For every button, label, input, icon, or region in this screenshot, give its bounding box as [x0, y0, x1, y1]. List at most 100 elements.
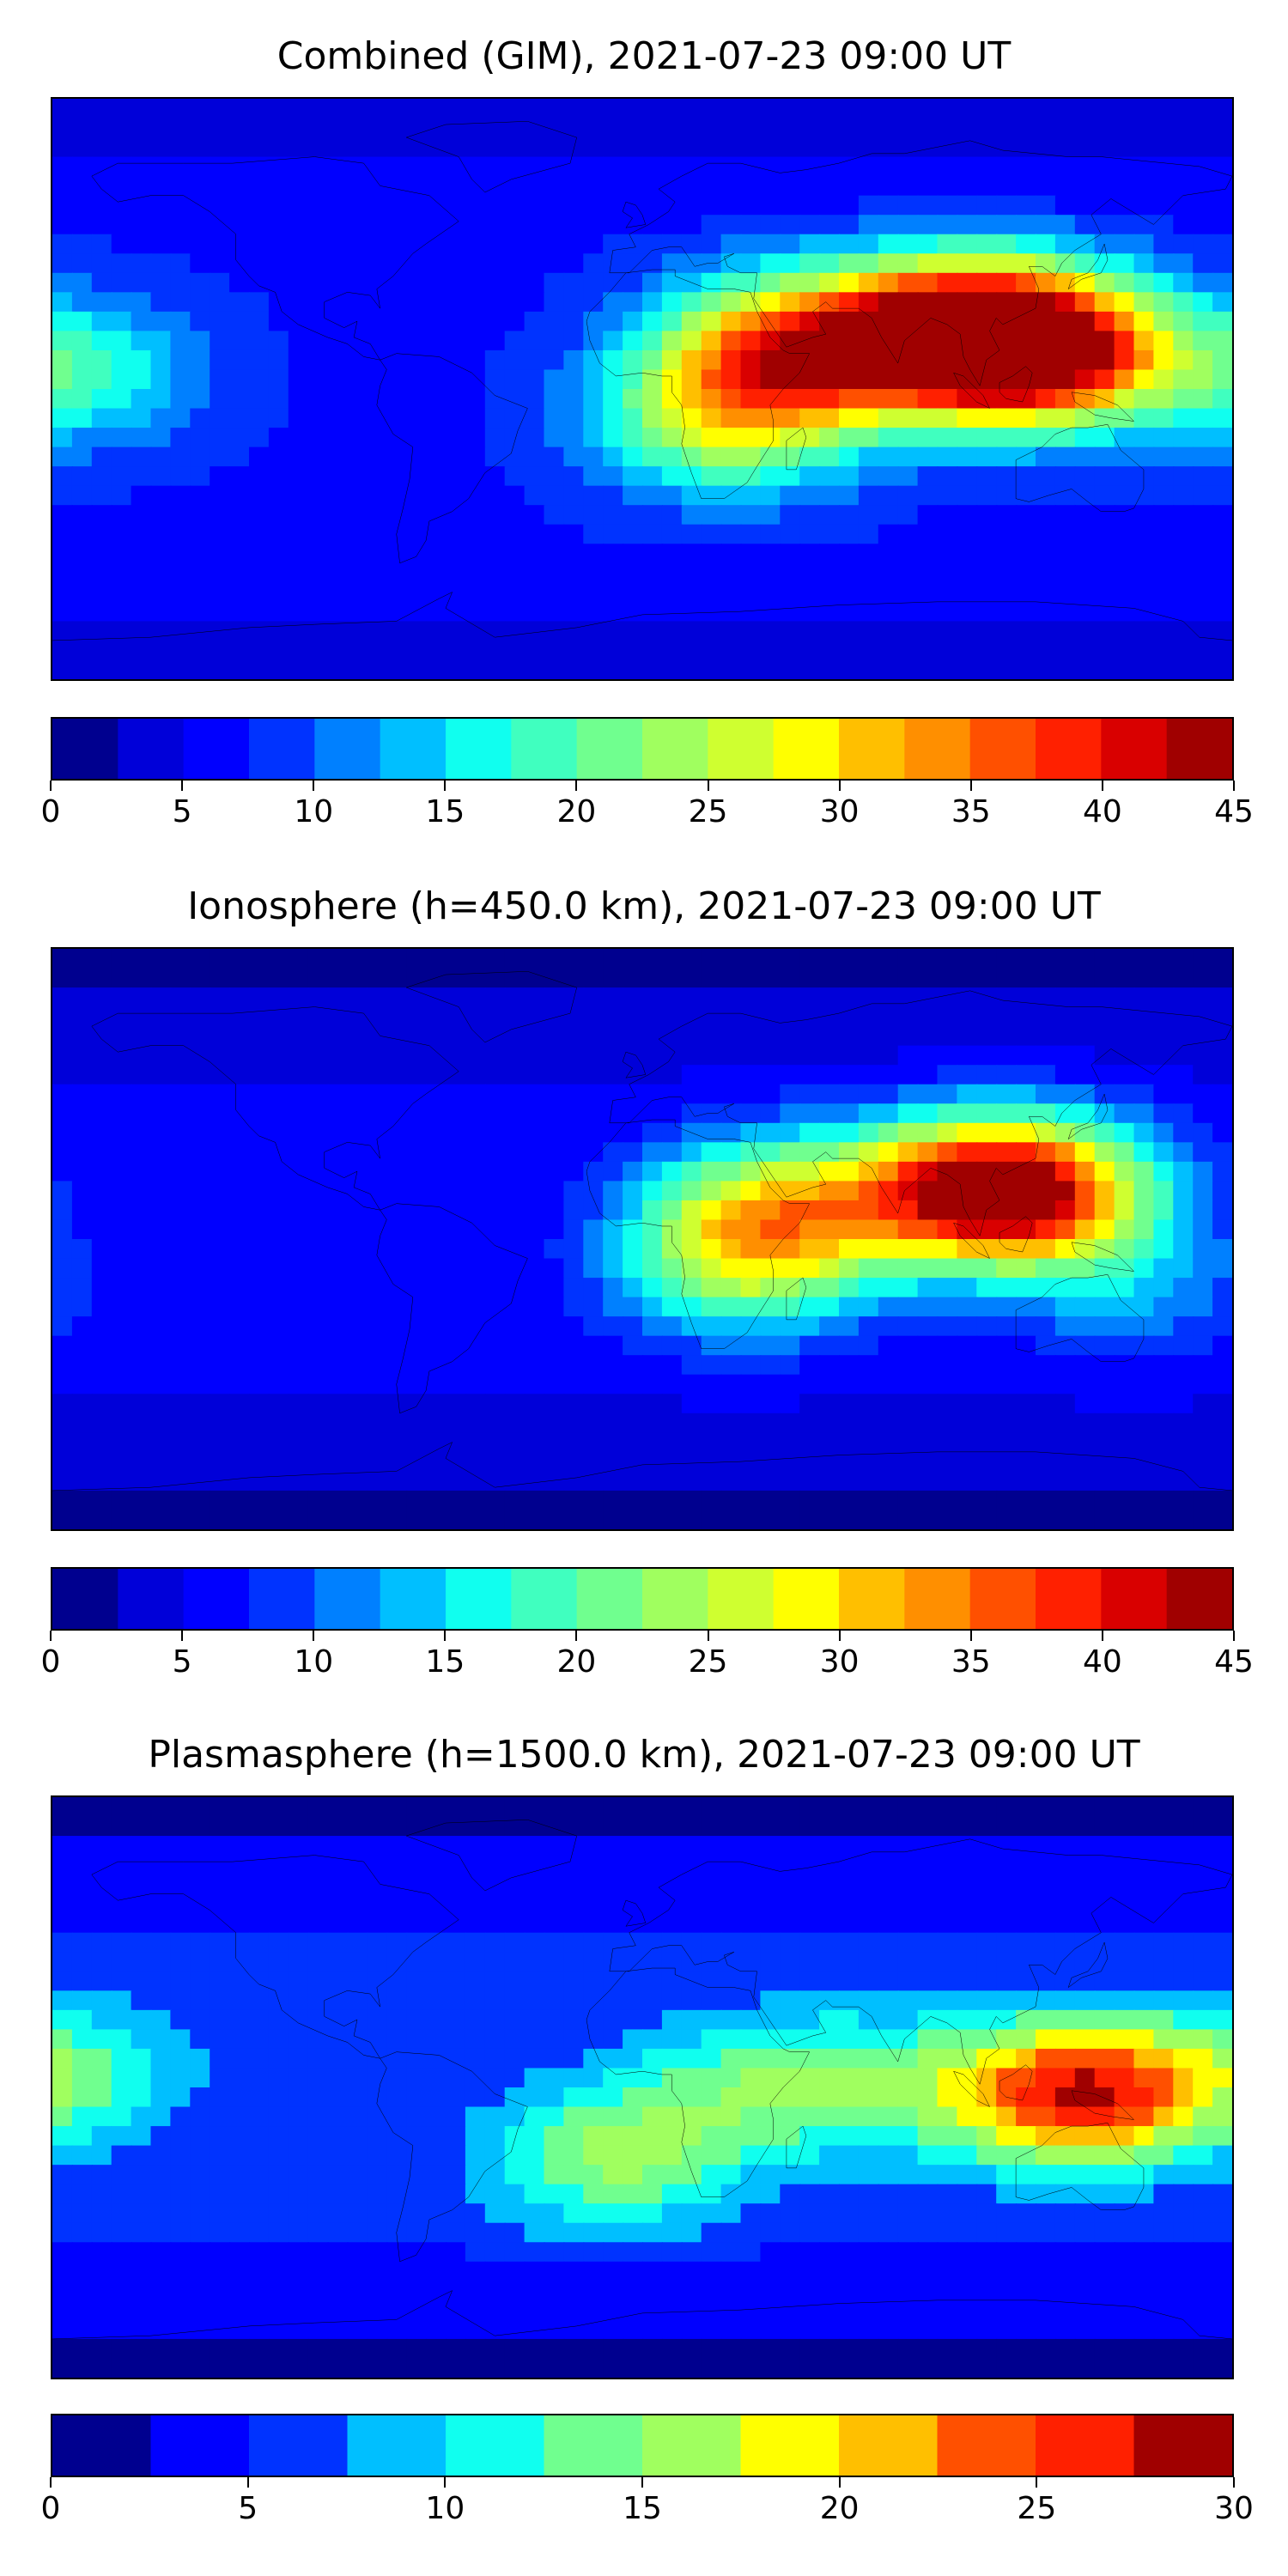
heatmap-cell: [760, 1084, 781, 1105]
heatmap-cell: [720, 1161, 742, 1182]
heatmap-cell: [603, 1451, 624, 1473]
heatmap-cell: [1074, 311, 1096, 332]
heatmap-cell: [71, 987, 93, 1008]
heatmap-cell: [819, 1239, 841, 1260]
heatmap-cell: [524, 1181, 545, 1202]
heatmap-cell: [71, 1316, 93, 1337]
heatmap-cell: [976, 1084, 998, 1105]
heatmap-cell: [446, 601, 467, 623]
heatmap-cell: [976, 1258, 998, 1279]
heatmap-cell: [1212, 1471, 1232, 1492]
heatmap-cell: [446, 1913, 467, 1934]
heatmap-cell: [484, 1084, 506, 1105]
heatmap-cell: [917, 1026, 939, 1047]
heatmap-cell: [111, 1335, 132, 1357]
heatmap-cell: [367, 1394, 388, 1414]
heatmap-cell: [406, 176, 428, 197]
heatmap-cell: [71, 447, 93, 468]
heatmap-cell: [131, 485, 152, 507]
heatmap-cell: [406, 1181, 428, 1202]
heatmap-cell: [1016, 1297, 1037, 1318]
heatmap-cell: [210, 1219, 231, 1241]
heatmap-cell: [996, 1065, 1018, 1085]
heatmap-cell: [150, 1432, 172, 1453]
heatmap-cell: [111, 195, 132, 216]
heatmap-cell: [268, 1432, 289, 1453]
heatmap-cell: [91, 1103, 112, 1124]
heatmap-cell: [996, 2165, 1018, 2185]
heatmap-cell: [150, 99, 172, 119]
heatmap-cell: [623, 1026, 644, 1047]
heatmap-cell: [583, 1026, 605, 1047]
heatmap-cell: [347, 176, 368, 197]
heatmap-cell: [720, 369, 742, 391]
heatmap-cell: [661, 1355, 683, 1376]
heatmap-cell: [406, 987, 428, 1008]
heatmap-cell: [583, 601, 605, 623]
heatmap-cell: [327, 1913, 349, 1934]
heatmap-cell: [839, 1990, 860, 2011]
heatmap-cell: [1153, 1413, 1175, 1434]
heatmap-cell: [897, 1355, 919, 1376]
heatmap-cell: [1212, 272, 1232, 294]
heatmap-cell: [976, 1297, 998, 1318]
heatmap-cell: [288, 1026, 309, 1047]
heatmap-cell: [91, 176, 112, 197]
heatmap-cell: [563, 1316, 585, 1337]
heatmap-cell: [937, 137, 958, 158]
heatmap-cell: [307, 2126, 329, 2147]
heatmap-cell: [996, 118, 1018, 139]
heatmap-cell: [91, 2029, 112, 2050]
heatmap-cell: [446, 1200, 467, 1221]
heatmap-cell: [937, 1006, 958, 1028]
heatmap-cell: [681, 582, 702, 603]
heatmap-cell: [190, 1181, 211, 1202]
heatmap-cell: [327, 2029, 349, 2050]
heatmap-cell: [858, 215, 879, 235]
heatmap-cell: [406, 234, 428, 255]
heatmap-cell: [917, 1122, 939, 1144]
heatmap-cell: [720, 1971, 742, 1992]
heatmap-cell: [740, 1836, 762, 1856]
heatmap-cell: [406, 349, 428, 371]
heatmap-cell: [701, 195, 722, 216]
heatmap-cell: [858, 176, 879, 197]
heatmap-cell: [1133, 2184, 1155, 2205]
heatmap-cell: [1054, 1084, 1076, 1105]
heatmap-cell: [249, 1278, 270, 1298]
heatmap-cell: [1094, 234, 1115, 255]
heatmap-cell: [858, 292, 879, 313]
heatmap-cell: [583, 408, 605, 429]
heatmap-cell: [524, 544, 545, 564]
heatmap-cell: [623, 1335, 644, 1357]
heatmap-cell: [210, 2048, 231, 2069]
heatmap-cell: [386, 311, 408, 332]
heatmap-cell: [799, 1990, 821, 2011]
heatmap-cell: [839, 99, 860, 119]
panel-1-title: Combined (GIM), 2021-07-23 09:00 UT: [276, 34, 1012, 78]
heatmap-cell: [1114, 2087, 1135, 2108]
heatmap-cell: [484, 118, 506, 139]
heatmap-cell: [563, 582, 585, 603]
heatmap-cell: [504, 524, 526, 545]
heatmap-cell: [307, 2048, 329, 2069]
heatmap-cell: [1114, 968, 1135, 989]
heatmap-cell: [819, 1394, 841, 1414]
heatmap-cell: [367, 621, 388, 642]
heatmap-cell: [917, 1103, 939, 1124]
heatmap-cell: [937, 2087, 958, 2108]
heatmap-cell: [1153, 1855, 1175, 1876]
heatmap-cell: [307, 1797, 329, 1818]
heatmap-cell: [957, 408, 978, 429]
heatmap-cell: [1074, 1893, 1096, 1915]
heatmap-cell: [1193, 137, 1214, 158]
heatmap-cell: [937, 2184, 958, 2205]
heatmap-cell: [386, 1278, 408, 1298]
heatmap-cell: [131, 1374, 152, 1395]
heatmap-cell: [917, 1142, 939, 1163]
heatmap-cell: [799, 1122, 821, 1144]
heatmap-cell: [91, 292, 112, 313]
heatmap-cell: [681, 968, 702, 989]
heatmap-cell: [878, 1297, 899, 1318]
heatmap-cell: [1212, 524, 1232, 545]
